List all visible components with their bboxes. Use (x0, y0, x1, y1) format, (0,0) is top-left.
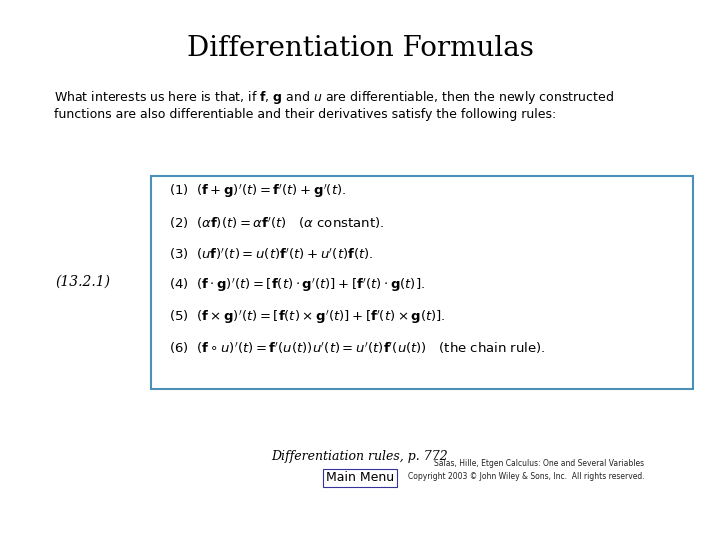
Text: (13.2.1): (13.2.1) (55, 275, 110, 289)
FancyBboxPatch shape (151, 176, 693, 389)
Text: (4)  $(\mathbf{f} \cdot \mathbf{g})'(t) = [\mathbf{f}(t) \cdot \mathbf{g}'(t)] +: (4) $(\mathbf{f} \cdot \mathbf{g})'(t) =… (169, 277, 426, 294)
Text: (6)  $(\mathbf{f} \circ u)'(t) = \mathbf{f}'(u(t))u'(t) = u'(t)\mathbf{f}'(u(t)): (6) $(\mathbf{f} \circ u)'(t) = \mathbf{… (169, 341, 546, 356)
Text: Differentiation rules, p. 772: Differentiation rules, p. 772 (271, 450, 449, 463)
Text: Differentiation Formulas: Differentiation Formulas (186, 35, 534, 62)
Text: Main Menu: Main Menu (326, 471, 394, 484)
Text: (5)  $(\mathbf{f} \times \mathbf{g})'(t) = [\mathbf{f}(t) \times \mathbf{g}'(t)]: (5) $(\mathbf{f} \times \mathbf{g})'(t) … (169, 308, 446, 326)
Text: (1)  $(\mathbf{f} + \mathbf{g})'(t) = \mathbf{f}'(t) + \mathbf{g}'(t).$: (1) $(\mathbf{f} + \mathbf{g})'(t) = \ma… (169, 183, 346, 200)
Text: functions are also differentiable and their derivatives satisfy the following ru: functions are also differentiable and th… (54, 108, 557, 121)
Text: (3)  $(u\mathbf{f})'(t) = u(t)\mathbf{f}'(t) + u'(t)\mathbf{f}(t).$: (3) $(u\mathbf{f})'(t) = u(t)\mathbf{f}'… (169, 247, 374, 262)
Text: (2)  $(\alpha\mathbf{f})(t) = \alpha\mathbf{f}'(t)$   ($\alpha$ constant).: (2) $(\alpha\mathbf{f})(t) = \alpha\math… (169, 215, 384, 231)
Text: Salas, Hille, Etgen Calculus: One and Several Variables
Copyright 2003 © John Wi: Salas, Hille, Etgen Calculus: One and Se… (408, 459, 644, 481)
Text: What interests us here is that, if $\mathbf{f}$, $\mathbf{g}$ and $u$ are differ: What interests us here is that, if $\mat… (54, 89, 614, 106)
